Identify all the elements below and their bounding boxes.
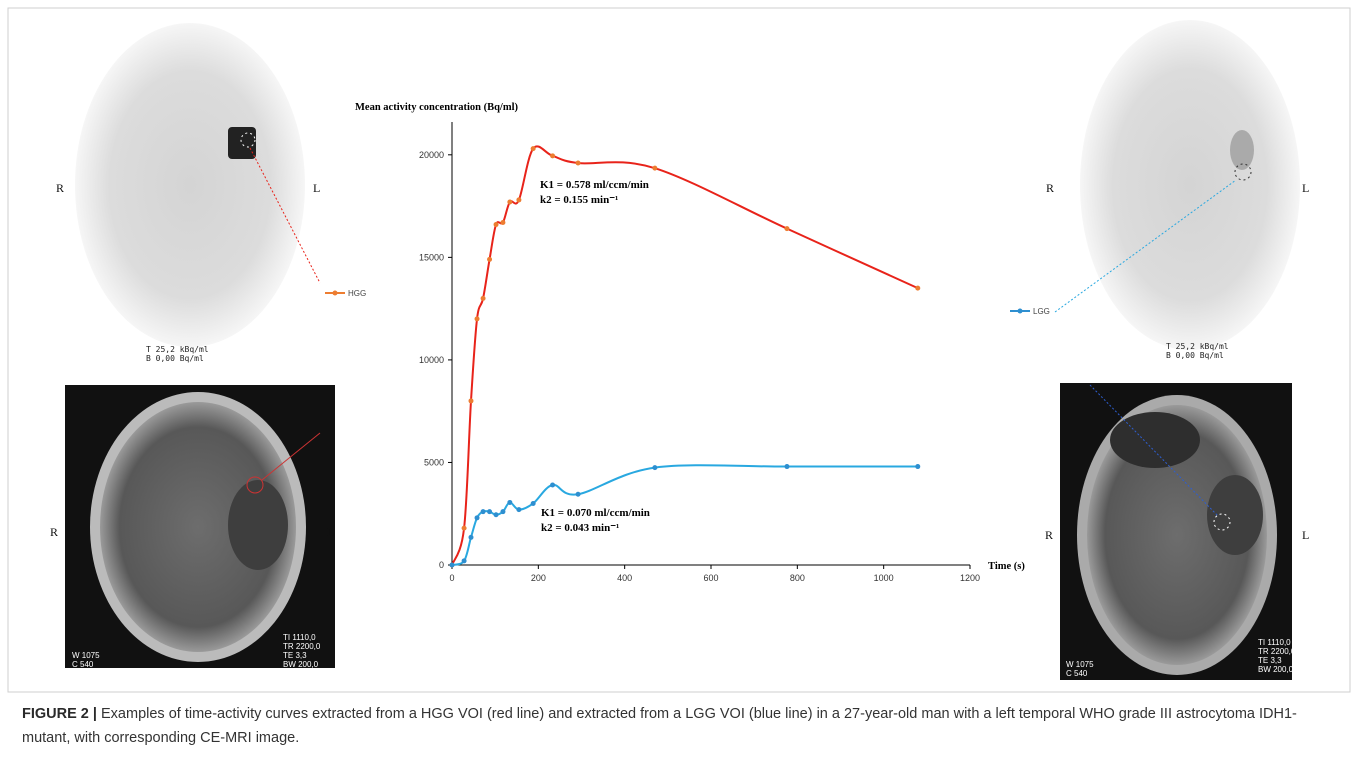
- data-point: [531, 146, 536, 151]
- data-point: [462, 558, 467, 563]
- series-line: [452, 465, 918, 565]
- data-point: [500, 220, 505, 225]
- data-point: [494, 512, 499, 517]
- legend-marker: [333, 291, 338, 296]
- annotation: k2 = 0.043 min⁻¹: [541, 522, 619, 534]
- data-point: [507, 500, 512, 505]
- side-label: R: [1045, 528, 1053, 542]
- data-point: [487, 257, 492, 262]
- annotation: k2 = 0.155 min⁻¹: [540, 194, 618, 206]
- data-point: [450, 563, 455, 568]
- data-point: [468, 535, 473, 540]
- series-line: [452, 146, 918, 565]
- pet-scale: T 25,2 kBq/ml: [1166, 342, 1229, 351]
- lesion: [1207, 475, 1263, 555]
- lesion: [228, 480, 288, 570]
- pet-scale: B 0,00 Bq/ml: [1166, 351, 1224, 360]
- pet-scale: B 0,00 Bq/ml: [146, 354, 204, 363]
- y-tick-label: 15000: [419, 252, 444, 262]
- data-point: [550, 153, 555, 158]
- side-label: L: [327, 525, 334, 539]
- y-tick-label: 10000: [419, 355, 444, 365]
- y-axis-title: Mean activity concentration (Bq/ml): [355, 102, 519, 113]
- lesion: [1110, 412, 1200, 468]
- mri-param: TR 2200,0: [283, 642, 321, 651]
- caption: FIGURE 2 | Examples of time-activity cur…: [22, 702, 1342, 750]
- data-point: [462, 526, 467, 531]
- mri-window: W 1075: [72, 651, 100, 660]
- y-tick-label: 20000: [419, 150, 444, 160]
- x-tick-label: 600: [703, 573, 718, 583]
- data-point: [516, 197, 521, 202]
- legend-label: LGG: [1033, 307, 1050, 316]
- mri-window: C 540: [72, 660, 94, 669]
- side-label: R: [56, 181, 64, 195]
- annotation: K1 = 0.070 ml/ccm/min: [541, 507, 650, 519]
- data-point: [576, 161, 581, 166]
- x-tick-label: 0: [449, 573, 454, 583]
- x-tick-label: 400: [617, 573, 632, 583]
- side-label: R: [50, 525, 58, 539]
- side-label: R: [1046, 181, 1054, 195]
- data-point: [475, 316, 480, 321]
- side-label: L: [1302, 181, 1309, 195]
- side-label: L: [1302, 528, 1309, 542]
- mri-param: TR 2200,0: [1258, 647, 1296, 656]
- page: R L T 25,2 kBq/ml B 0,00 Bq/ml R L TI 11…: [0, 0, 1358, 779]
- caption-text: Examples of time-activity curves extract…: [22, 706, 1297, 746]
- data-point: [481, 296, 486, 301]
- data-point: [652, 166, 657, 171]
- caption-label: FIGURE 2 |: [22, 706, 97, 722]
- x-axis-title: Time (s): [988, 561, 1025, 572]
- data-point: [531, 501, 536, 506]
- mri-window: W 1075: [1066, 660, 1094, 669]
- x-tick-label: 1000: [874, 573, 894, 583]
- annotation: K1 = 0.578 ml/ccm/min: [540, 179, 649, 191]
- data-point: [468, 398, 473, 403]
- data-point: [516, 507, 521, 512]
- data-point: [487, 509, 492, 514]
- data-point: [475, 515, 480, 520]
- pet-scale: T 25,2 kBq/ml: [146, 345, 209, 354]
- mri-param: TE 3,3: [283, 651, 307, 660]
- side-label: L: [313, 181, 320, 195]
- y-tick-label: 5000: [424, 457, 444, 467]
- mri-param: TI 1110,0: [1258, 638, 1291, 647]
- hotspot: [228, 127, 256, 159]
- x-tick-label: 1200: [960, 573, 980, 583]
- data-point: [652, 465, 657, 470]
- mri-param: TE 3,3: [1258, 656, 1282, 665]
- data-point: [576, 492, 581, 497]
- mri-window: C 540: [1066, 669, 1088, 678]
- data-point: [915, 286, 920, 291]
- legend-label: HGG: [348, 289, 366, 298]
- data-point: [500, 509, 505, 514]
- legend-marker: [1018, 309, 1023, 314]
- data-point: [915, 464, 920, 469]
- data-point: [481, 509, 486, 514]
- mri-param: BW 200,0: [1258, 665, 1294, 674]
- x-tick-label: 800: [790, 573, 805, 583]
- data-point: [784, 226, 789, 231]
- mri-param: TI 1110,0: [283, 633, 316, 642]
- data-point: [550, 483, 555, 488]
- data-point: [784, 464, 789, 469]
- figure: R L T 25,2 kBq/ml B 0,00 Bq/ml R L TI 11…: [0, 0, 1358, 695]
- y-tick-label: 0: [439, 560, 444, 570]
- data-point: [507, 199, 512, 204]
- mri-param: BW 200,0: [283, 660, 319, 669]
- pet-image: [1080, 20, 1300, 350]
- pet-image: [75, 23, 305, 347]
- data-point: [494, 222, 499, 227]
- x-tick-label: 200: [531, 573, 546, 583]
